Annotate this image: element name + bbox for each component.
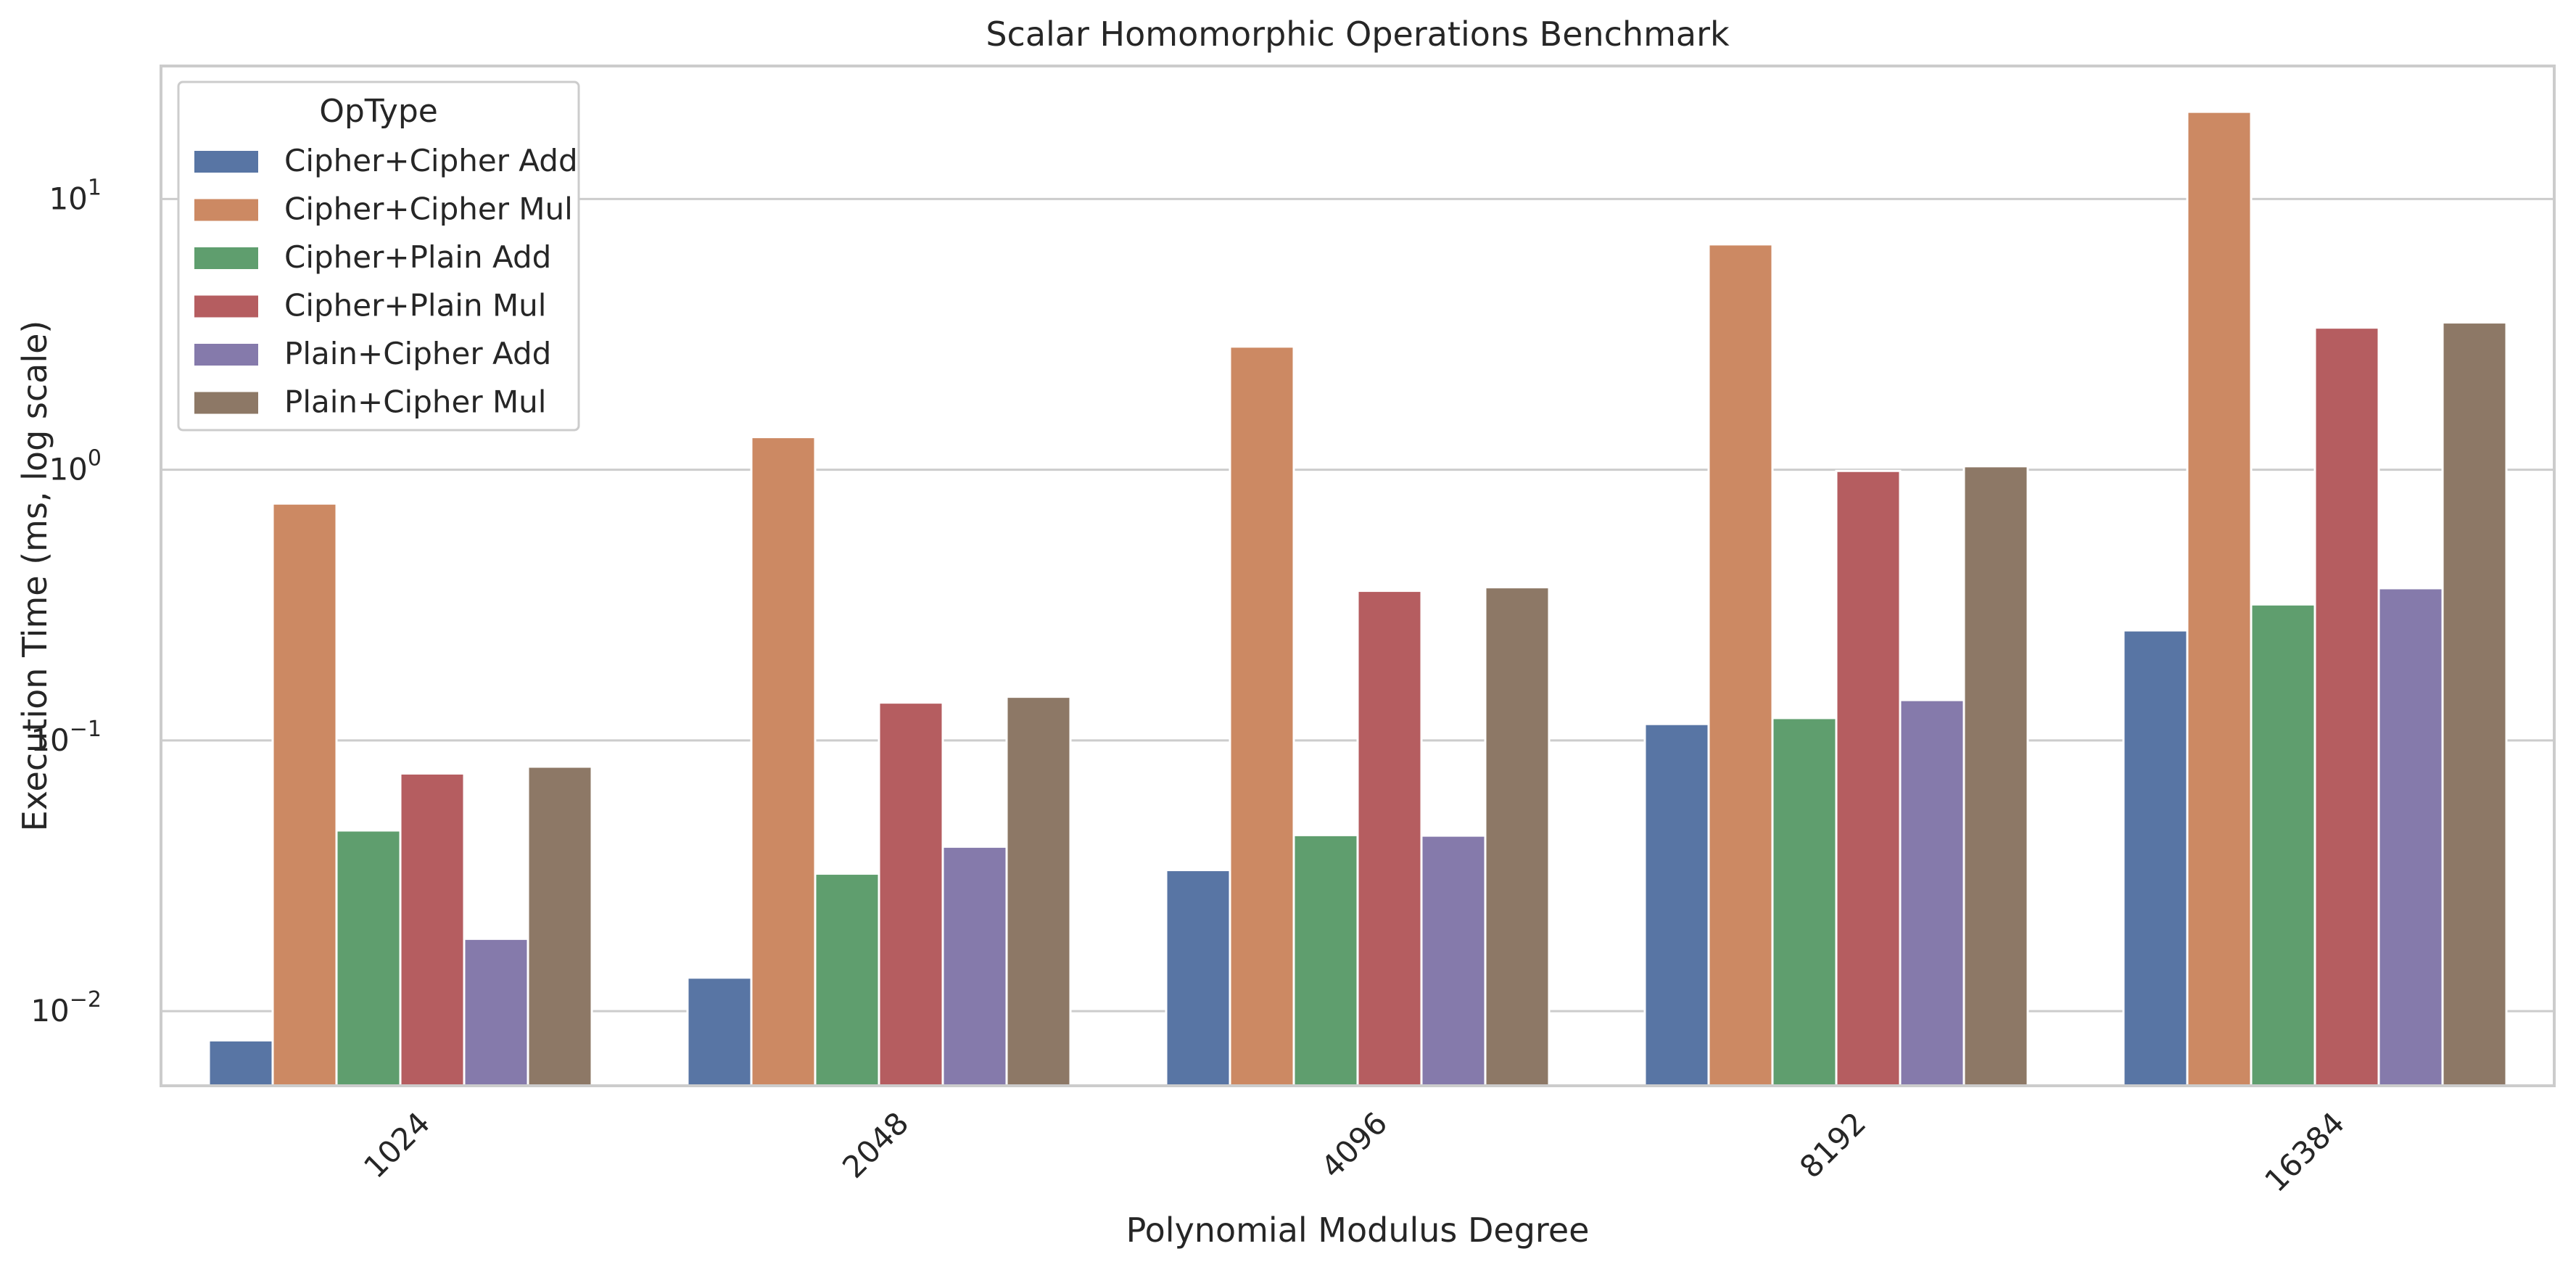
legend-title: OpType <box>319 93 438 130</box>
bar-cipher-plain-add-1024 <box>335 829 402 1087</box>
legend-swatch <box>194 247 258 269</box>
y-axis-label: Execution Time (ms, log scale) <box>15 321 54 832</box>
x-tick-label: 2048 <box>835 1105 915 1185</box>
bar-cipher-cipher-add-4096 <box>1165 869 1231 1087</box>
y-tick-base: 10 <box>30 993 69 1028</box>
y-tick-label: 100 <box>49 446 102 487</box>
legend-label: Cipher+Plain Mul <box>284 288 546 323</box>
bar-plain-cipher-mul-1024 <box>527 765 593 1087</box>
bar-plain-cipher-add-2048 <box>941 845 1008 1087</box>
bar-cipher-plain-mul-2048 <box>878 701 944 1087</box>
bar-cipher-cipher-mul-2048 <box>750 436 817 1087</box>
y-tick-exponent: −1 <box>70 717 102 742</box>
y-tick-base: 10 <box>49 181 87 216</box>
bar-cipher-plain-add-16384 <box>2250 603 2316 1087</box>
bars <box>207 110 2508 1087</box>
y-tick-label: 10−1 <box>30 717 102 758</box>
bar-cipher-plain-mul-4096 <box>1356 590 1423 1087</box>
bar-cipher-cipher-mul-8192 <box>1707 243 1774 1087</box>
bar-cipher-plain-add-4096 <box>1292 833 1359 1087</box>
chart-title: Scalar Homomorphic Operations Benchmark <box>986 15 1730 54</box>
bar-plain-cipher-mul-16384 <box>2441 321 2508 1087</box>
bar-cipher-cipher-mul-1024 <box>271 502 338 1087</box>
x-tick-label: 16384 <box>2258 1105 2351 1199</box>
y-tick-exponent: −2 <box>70 987 102 1013</box>
bar-cipher-plain-mul-1024 <box>399 772 466 1087</box>
bar-plain-cipher-mul-8192 <box>1962 465 2029 1087</box>
bar-plain-cipher-mul-4096 <box>1484 586 1551 1087</box>
legend-box <box>177 81 580 432</box>
bar-cipher-plain-add-8192 <box>1771 717 1838 1087</box>
y-tick-base: 10 <box>49 452 87 487</box>
y-tick-base: 10 <box>30 722 69 758</box>
bar-cipher-cipher-mul-4096 <box>1229 345 1295 1087</box>
legend-label: Cipher+Cipher Add <box>284 143 578 178</box>
legend: OpType Cipher+Cipher Add Cipher+Cipher Mu… <box>177 81 580 432</box>
y-tick-label: 10−2 <box>30 987 102 1028</box>
bar-cipher-cipher-add-16384 <box>2122 629 2189 1087</box>
legend-swatch <box>194 199 258 221</box>
bar-cipher-plain-mul-16384 <box>2313 326 2380 1087</box>
plot-frame <box>160 65 2556 1087</box>
legend-swatch <box>194 392 258 414</box>
legend-label: Cipher+Cipher Mul <box>284 191 573 227</box>
y-tick-exponent: 0 <box>88 446 102 471</box>
bar-plain-cipher-mul-2048 <box>1005 696 1072 1087</box>
x-tick-labels: 1024 2048 4096 8192 16384 <box>357 1105 2351 1199</box>
x-tick-label: 4096 <box>1314 1105 1394 1185</box>
bar-cipher-cipher-add-2048 <box>686 976 753 1087</box>
legend-label: Plain+Cipher Add <box>284 336 551 371</box>
x-tick-label: 8192 <box>1793 1105 1873 1185</box>
bar-plain-cipher-add-1024 <box>463 937 529 1087</box>
bar-cipher-cipher-mul-16384 <box>2186 110 2253 1087</box>
legend-label: Plain+Cipher Mul <box>284 384 546 420</box>
y-tick-exponent: 1 <box>88 175 102 200</box>
legend-swatch <box>194 151 258 173</box>
bar-plain-cipher-add-4096 <box>1420 834 1487 1087</box>
legend-label: Cipher+Plain Add <box>284 239 551 275</box>
bar-cipher-plain-add-2048 <box>814 873 880 1087</box>
bar-cipher-plain-mul-8192 <box>1835 469 1902 1087</box>
bar-plain-cipher-add-16384 <box>2377 587 2444 1087</box>
bar-cipher-cipher-add-1024 <box>207 1039 274 1087</box>
y-tick-label: 101 <box>49 175 102 216</box>
bar-cipher-cipher-add-8192 <box>1643 722 1710 1087</box>
legend-swatch <box>194 295 258 318</box>
x-tick-label: 1024 <box>357 1105 437 1185</box>
bar-plain-cipher-add-8192 <box>1899 698 1965 1087</box>
legend-swatch <box>194 344 258 366</box>
x-axis-label: Polynomial Modulus Degree <box>1126 1211 1590 1250</box>
